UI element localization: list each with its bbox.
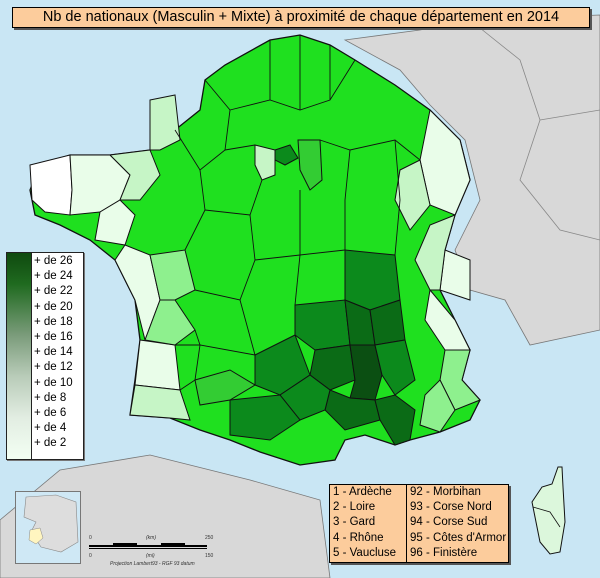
color-legend: + de 26 + de 24 + de 22 + de 20 + de 18 … — [6, 252, 84, 460]
department-key-item: 94 - Corse Sud — [410, 516, 488, 529]
neighbour-countries — [0, 14, 600, 578]
department-key-item: 4 - Rhône — [333, 531, 384, 544]
france-highlight — [28, 527, 44, 545]
department-key-item: 93 - Corse Nord — [410, 501, 492, 514]
department-key-item: 5 - Vaucluse — [333, 546, 397, 559]
corsica-map — [531, 466, 566, 555]
legend-item: + de 24 — [34, 270, 73, 283]
legend-item: + de 14 — [34, 346, 73, 359]
legend-gradient — [7, 253, 32, 459]
department-key-item: 96 - Finistère — [410, 546, 478, 559]
legend-item: + de 8 — [34, 391, 67, 404]
europe-locator-inset — [15, 491, 81, 564]
department-key-item: 92 - Morbihan — [410, 486, 481, 498]
legend-item: + de 12 — [34, 361, 73, 374]
department-key-item: 2 - Loire — [333, 501, 376, 514]
department-key-left: 1 - Ardèche 2 - Loire 3 - Gard 4 - Rhône… — [329, 484, 408, 563]
legend-item: + de 26 — [34, 255, 73, 267]
legend-item: + de 4 — [34, 422, 67, 435]
legend-item: + de 6 — [34, 407, 67, 420]
legend-item: + de 22 — [34, 285, 73, 298]
legend-item: + de 20 — [34, 300, 73, 313]
legend-item: + de 10 — [34, 376, 73, 389]
department-key-item: 3 - Gard — [333, 516, 376, 529]
department-key-right: 92 - Morbihan 93 - Corse Nord 94 - Corse… — [406, 484, 509, 563]
legend-item: + de 18 — [34, 315, 73, 328]
map-title: Nb de nationaux (Masculin + Mixte) à pro… — [12, 7, 590, 28]
legend-labels: + de 26 + de 24 + de 22 + de 20 + de 18 … — [34, 254, 73, 452]
legend-item: + de 16 — [34, 331, 73, 344]
department-key-item: 95 - Côtes d'Armor — [410, 531, 507, 544]
legend-item: + de 2 — [34, 437, 67, 450]
department-key-item: 1 - Ardèche — [333, 486, 392, 498]
